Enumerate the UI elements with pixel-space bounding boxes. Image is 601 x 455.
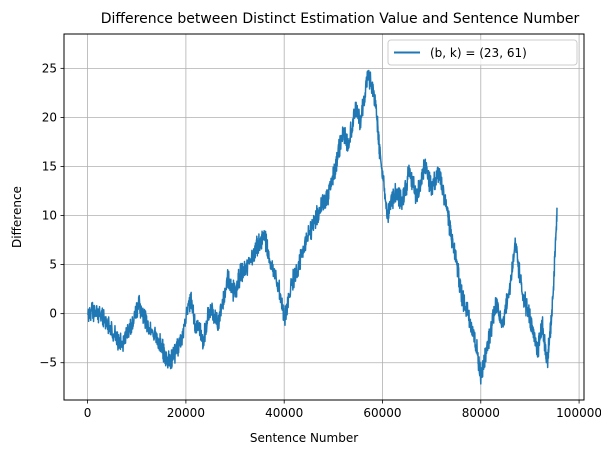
- y-tick-label: 10: [42, 209, 57, 223]
- x-tick-label: 100000: [556, 406, 601, 420]
- x-tick-label: 80000: [462, 406, 500, 420]
- x-axis-label: Sentence Number: [250, 431, 358, 445]
- x-tick-label: 0: [84, 406, 92, 420]
- y-axis-ticks: −5 0 5 10 15 20 25: [39, 61, 64, 370]
- y-tick-label: 15: [42, 159, 57, 173]
- plot-frame: [63, 33, 585, 401]
- y-tick-label: 20: [42, 110, 57, 124]
- chart-title: Difference between Distinct Estimation V…: [101, 11, 580, 27]
- plot-lines: [86, 69, 558, 385]
- series-line: [86, 69, 558, 385]
- x-tick-label: 20000: [167, 406, 205, 420]
- grid-lines: [64, 34, 584, 400]
- x-axis-ticks: 0 20000 40000 60000 80000 100000: [84, 400, 601, 420]
- y-axis-label: Difference: [10, 186, 24, 248]
- x-tick-label: 40000: [265, 406, 303, 420]
- y-tick-label: 25: [42, 61, 57, 75]
- legend: (b, k) = (23, 61): [387, 39, 578, 66]
- x-tick-label: 60000: [363, 406, 401, 420]
- y-tick-label: −5: [39, 356, 57, 370]
- legend-box: [387, 39, 578, 66]
- y-tick-label: 5: [49, 258, 57, 272]
- y-tick-label: 0: [49, 307, 57, 321]
- legend-label: (b, k) = (23, 61): [430, 46, 527, 60]
